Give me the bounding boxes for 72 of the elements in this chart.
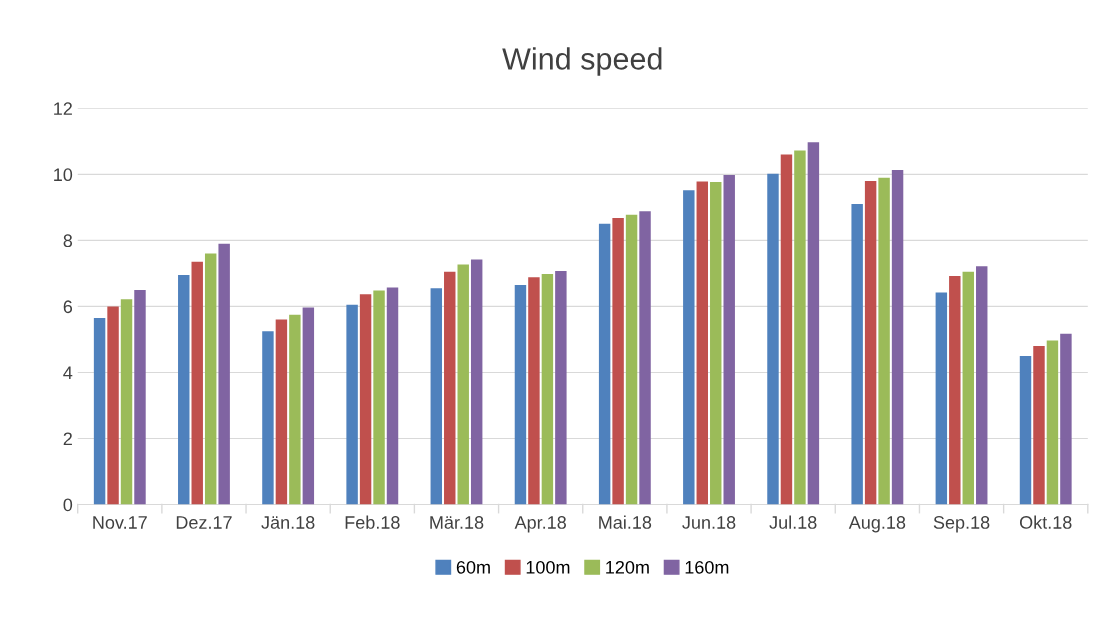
bar (218, 243, 230, 505)
y-tick-label: 10 (54, 168, 73, 182)
x-tick-label: Jul.18 (769, 515, 817, 529)
x-tick-label: Apr.18 (514, 516, 566, 533)
bar (696, 181, 708, 505)
bar (1033, 346, 1045, 505)
bar (767, 173, 779, 505)
bar (178, 275, 190, 505)
bar (430, 288, 443, 505)
bar (528, 277, 540, 505)
bar (794, 150, 806, 505)
x-tick-label: Feb.18 (345, 515, 400, 529)
bar (457, 264, 469, 505)
legend-label: 60m (456, 560, 490, 574)
bar (93, 317, 106, 505)
bar (541, 274, 554, 505)
bar (807, 142, 820, 505)
y-tick-label: 4 (63, 366, 73, 379)
x-tick-label: Okt.18 (1019, 515, 1072, 529)
bar (470, 259, 483, 505)
bar (780, 154, 793, 505)
bar (555, 271, 567, 505)
x-tick-label: Aug.18 (848, 516, 906, 533)
x-tick-label: Jän.18 (261, 516, 315, 529)
bar (346, 304, 358, 505)
y-tick-label: 2 (63, 432, 72, 445)
bar (962, 271, 974, 505)
bar (107, 306, 119, 505)
y-tick-label: 0 (63, 498, 73, 512)
bar (1019, 355, 1032, 505)
bar (683, 190, 695, 505)
bar (625, 214, 638, 505)
bar (359, 294, 372, 505)
bar (444, 271, 456, 505)
bar (612, 217, 624, 505)
bar (864, 180, 877, 505)
bar (878, 177, 890, 505)
bar (514, 284, 527, 505)
bar (373, 290, 385, 505)
y-tick-label: 8 (63, 234, 73, 248)
bar (134, 289, 146, 505)
bar (598, 223, 611, 505)
y-tick-label: 12 (54, 102, 72, 115)
legend-label: 160m (685, 560, 729, 574)
bar (1046, 340, 1059, 505)
x-tick-label: Mär.18 (430, 516, 484, 529)
bar (639, 211, 651, 505)
x-tick-label: Sep.18 (933, 516, 990, 533)
bar (710, 181, 722, 505)
bar (275, 319, 288, 505)
x-tick-label: Nov.17 (93, 516, 147, 529)
bar (386, 287, 399, 505)
bar (723, 175, 735, 505)
x-tick-label: Mai.18 (599, 515, 652, 529)
bar (935, 292, 948, 505)
bar (891, 170, 904, 505)
bar (262, 331, 274, 505)
x-tick-label: Jun.18 (682, 516, 736, 529)
bar (204, 253, 217, 505)
bar (289, 314, 301, 505)
bar (120, 299, 133, 505)
legend-label: 120m (606, 560, 649, 574)
chart-title: Wind speed (502, 47, 662, 76)
bar (191, 261, 203, 505)
x-tick-label: Dez.17 (176, 516, 232, 529)
bar (851, 204, 863, 505)
bar (302, 307, 315, 505)
bar (976, 266, 988, 505)
bar (1060, 333, 1072, 505)
y-tick-label: 6 (63, 300, 73, 314)
bar (949, 276, 961, 505)
legend-label: 100m (526, 560, 570, 574)
